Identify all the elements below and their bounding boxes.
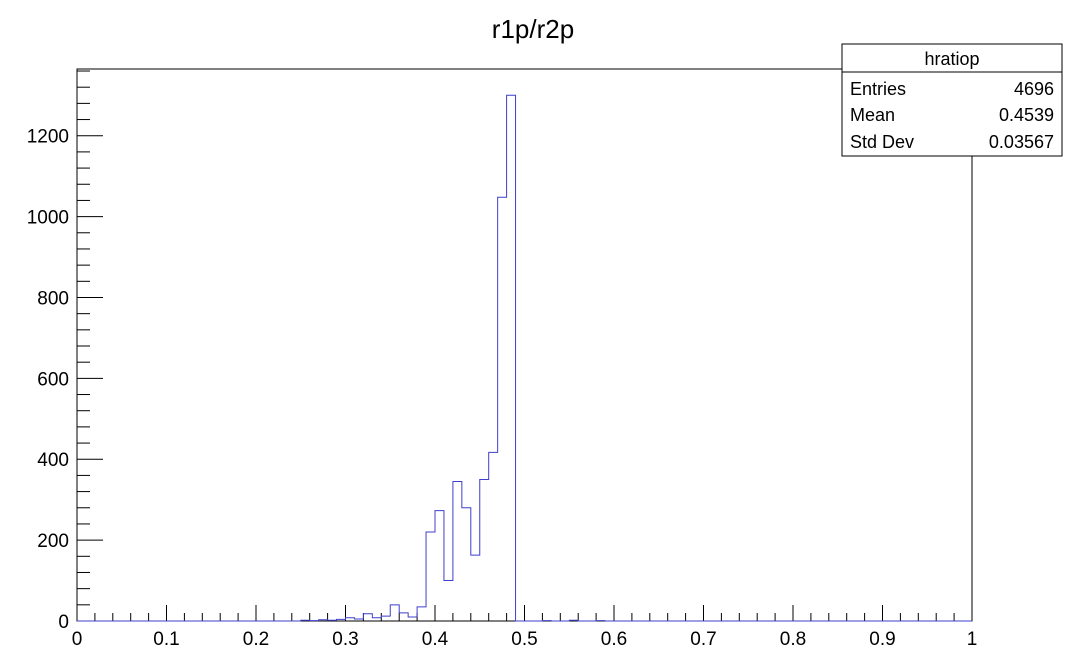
stats-mean-value: 0.4539 — [999, 105, 1054, 125]
stats-stddev-value: 0.03567 — [989, 132, 1054, 152]
histogram-bin — [363, 614, 372, 621]
histogram-bin — [471, 555, 480, 621]
plot-frame — [76, 68, 973, 622]
histogram-bin — [480, 479, 489, 621]
y-tick-label: 600 — [37, 369, 69, 390]
x-tick-label: 0.4 — [422, 629, 449, 649]
stats-entries-value: 4696 — [1014, 79, 1054, 99]
x-tick-label: 1 — [967, 629, 978, 649]
histogram-bin — [453, 481, 462, 621]
stats-entries-label: Entries — [850, 79, 906, 99]
stats-box-name: hratiop — [924, 49, 979, 69]
histogram-bin — [507, 95, 516, 621]
histogram-bin — [435, 511, 444, 621]
chart-title: r1p/r2p — [492, 14, 574, 44]
histogram-bin — [489, 452, 498, 621]
histogram-bin — [462, 508, 471, 621]
histogram-bin — [444, 581, 453, 621]
y-tick-label: 200 — [37, 531, 69, 552]
y-tick-label: 0 — [58, 612, 69, 633]
x-tick-label: 0.5 — [511, 629, 537, 649]
y-tick-label: 1000 — [27, 208, 69, 229]
x-tick-label: 0.3 — [332, 629, 358, 649]
stats-box-frame — [841, 43, 1063, 157]
y-tick-label: 1200 — [27, 127, 69, 148]
histogram-series — [77, 94, 972, 622]
x-tick-label: 0.6 — [601, 629, 627, 649]
stats-mean-label: Mean — [850, 105, 895, 125]
y-tick-label: 400 — [37, 450, 69, 471]
stats-box: hratiop Entries 4696 Mean 0.4539 Std Dev… — [841, 43, 1063, 157]
x-tick-label: 0 — [72, 629, 83, 649]
histogram-bin — [408, 617, 417, 621]
histogram-bin — [399, 613, 408, 621]
histogram-bin — [390, 605, 399, 621]
histogram-bin — [498, 197, 507, 621]
histogram-bin — [426, 532, 435, 621]
x-tick-label: 0.1 — [153, 629, 179, 649]
axes: 0 0.1 0.2 0.3 0.4 0.5 0.6 0.7 0.8 0.9 1 0 200 400 600 8… — [27, 68, 978, 649]
histogram-outline — [77, 94, 972, 622]
x-tick-label: 0.7 — [690, 629, 716, 649]
histogram-bin — [381, 616, 390, 621]
x-tick-label: 0.9 — [869, 629, 895, 649]
x-tick-label: 0.8 — [780, 629, 806, 649]
x-tick-label: 0.2 — [243, 629, 269, 649]
y-tick-label: 800 — [37, 288, 69, 309]
histogram-bin — [417, 607, 426, 621]
stats-stddev-label: Std Dev — [850, 132, 914, 152]
